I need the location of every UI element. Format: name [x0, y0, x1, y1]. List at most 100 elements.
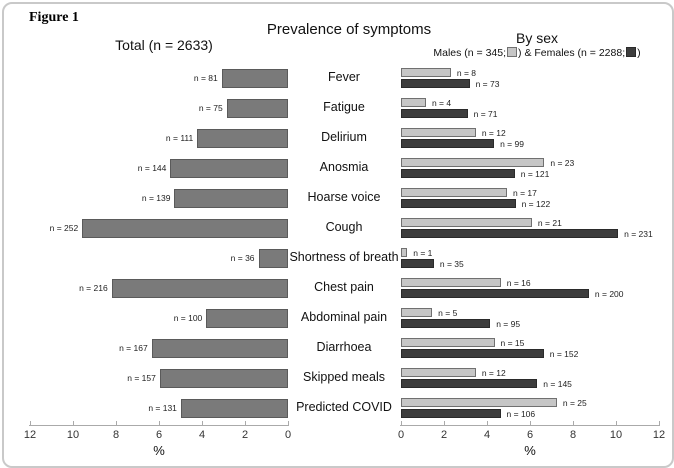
figure-label: Figure 1: [29, 10, 79, 25]
females-bar-label-predicted-covid: n = 106: [506, 409, 536, 419]
legend-suffix-text: ): [637, 47, 641, 59]
females-bar-chest-pain: [401, 289, 589, 298]
males-bar-abdominal-pain: [401, 308, 433, 317]
total-bar-label-anosmia: n = 144: [137, 163, 167, 173]
total-bar-label-shortness-of-breath: n = 36: [230, 253, 255, 263]
males-bar-label-abdominal-pain: n = 5: [438, 308, 458, 318]
females-bar-hoarse-voice: [401, 199, 516, 208]
females-bar-label-shortness-of-breath: n = 35: [439, 259, 464, 269]
left-x-axis-label: %: [153, 443, 165, 458]
left-x-axis-tick-8: [116, 421, 117, 425]
right-x-axis-ticklabel-2: 2: [440, 429, 448, 441]
right-x-axis-tick-10: [616, 421, 617, 425]
left-x-axis-tick-0: [288, 421, 289, 425]
total-bar-label-chest-pain: n = 216: [79, 283, 108, 293]
females-bar-label-fatigue: n = 71: [473, 109, 498, 119]
right-x-axis-ticklabel-10: 10: [609, 429, 623, 441]
category-label-diarrhoea: Diarrhoea: [316, 340, 372, 354]
sex-legend: Males (n = 345;) & Females (n = 2288;): [402, 47, 672, 59]
total-bar-predicted-covid: [180, 398, 288, 418]
left-x-axis-line: [29, 425, 289, 426]
males-bar-label-skipped-meals: n = 12: [481, 368, 506, 378]
males-bar-cough: [401, 218, 532, 227]
total-bar-label-abdominal-pain: n = 100: [173, 313, 203, 323]
males-bar-label-anosmia: n = 23: [550, 158, 575, 168]
total-bar-label-cough: n = 252: [49, 223, 79, 233]
females-bar-skipped-meals: [401, 379, 538, 388]
females-bar-label-cough: n = 231: [624, 229, 653, 239]
left-x-axis-ticklabel-10: 10: [66, 429, 80, 441]
males-bar-label-cough: n = 21: [537, 218, 562, 228]
males-legend-swatch: [507, 47, 518, 57]
total-bar-label-fever: n = 81: [193, 73, 218, 83]
total-bar-fever: [221, 68, 288, 88]
right-x-axis-tick-0: [401, 421, 402, 425]
males-bar-delirium: [401, 128, 476, 137]
left-x-axis-ticklabel-0: 0: [284, 429, 292, 441]
left-x-axis-ticklabel-4: 4: [198, 429, 206, 441]
total-bar-abdominal-pain: [206, 308, 288, 328]
males-bar-skipped-meals: [401, 368, 476, 377]
males-bar-label-fever: n = 8: [456, 68, 477, 78]
left-x-axis-ticklabel-2: 2: [241, 429, 249, 441]
females-bar-fatigue: [401, 109, 468, 118]
females-bar-label-chest-pain: n = 200: [594, 289, 624, 299]
males-bar-predicted-covid: [401, 398, 557, 407]
females-bar-delirium: [401, 139, 495, 148]
right-x-axis-tick-6: [530, 421, 531, 425]
females-bar-diarrhoea: [401, 349, 544, 358]
total-bar-hoarse-voice: [174, 188, 288, 208]
females-bar-label-fever: n = 73: [475, 79, 500, 89]
left-x-axis-ticklabel-6: 6: [155, 429, 163, 441]
right-panel-title: By sex: [515, 30, 558, 46]
left-x-axis-ticklabel-8: 8: [112, 429, 120, 441]
total-bar-skipped-meals: [159, 368, 288, 388]
total-bar-delirium: [197, 128, 288, 148]
females-bar-label-diarrhoea: n = 152: [549, 349, 579, 359]
total-bar-diarrhoea: [151, 338, 288, 358]
males-bar-label-diarrhoea: n = 15: [500, 338, 525, 348]
males-bar-chest-pain: [401, 278, 501, 287]
category-label-chest-pain: Chest pain: [314, 280, 374, 294]
females-bar-label-skipped-meals: n = 145: [543, 379, 572, 389]
left-x-axis-ticklabel-12: 12: [23, 429, 37, 441]
females-legend-swatch: [626, 47, 637, 57]
chart-title: Prevalence of symptoms: [266, 21, 432, 38]
right-x-axis-ticklabel-12: 12: [652, 429, 666, 441]
total-bar-fatigue: [226, 98, 288, 118]
category-label-shortness-of-breath: Shortness of breath: [289, 250, 399, 264]
total-bar-cough: [82, 218, 288, 238]
right-x-axis-ticklabel-0: 0: [397, 429, 405, 441]
left-x-axis-tick-4: [202, 421, 203, 425]
females-bar-abdominal-pain: [401, 319, 491, 328]
right-x-axis-label: %: [524, 443, 536, 458]
category-label-skipped-meals: Skipped meals: [303, 370, 385, 384]
right-x-axis-ticklabel-8: 8: [569, 429, 577, 441]
total-bar-label-diarrhoea: n = 167: [119, 343, 148, 353]
total-bar-label-predicted-covid: n = 131: [148, 403, 177, 413]
total-bar-anosmia: [170, 158, 288, 178]
category-label-cough: Cough: [325, 220, 363, 234]
females-bar-anosmia: [401, 169, 515, 178]
left-panel-title: Total (n = 2633): [115, 37, 213, 53]
total-bar-label-delirium: n = 111: [165, 133, 194, 143]
males-bar-label-hoarse-voice: n = 17: [512, 188, 537, 198]
females-bar-label-hoarse-voice: n = 122: [521, 199, 551, 209]
left-x-axis-tick-2: [245, 421, 246, 425]
category-label-fever: Fever: [328, 70, 360, 84]
females-bar-shortness-of-breath: [401, 259, 434, 268]
left-x-axis-tick-6: [159, 421, 160, 425]
total-bar-shortness-of-breath: [258, 248, 288, 268]
males-bar-shortness-of-breath: [401, 248, 408, 257]
males-bar-label-chest-pain: n = 16: [506, 278, 531, 288]
category-label-predicted-covid: Predicted COVID: [296, 400, 392, 414]
males-bar-fever: [401, 68, 451, 77]
right-x-axis-tick-8: [573, 421, 574, 425]
females-bar-label-abdominal-pain: n = 95: [496, 319, 521, 329]
category-label-hoarse-voice: Hoarse voice: [307, 190, 381, 204]
right-x-axis-tick-2: [444, 421, 445, 425]
males-legend-text: Males (n = 345;: [433, 47, 507, 59]
males-bar-fatigue: [401, 98, 426, 107]
males-bar-label-shortness-of-breath: n = 1: [413, 248, 433, 258]
